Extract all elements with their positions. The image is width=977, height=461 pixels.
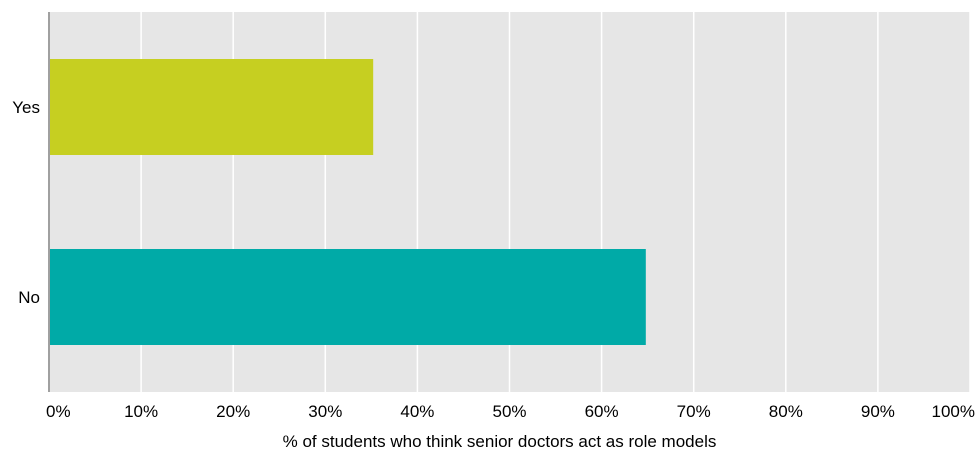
category-label-yes: Yes: [12, 98, 40, 117]
x-tick-label: 40%: [400, 402, 434, 421]
x-tick-label: 90%: [861, 402, 895, 421]
x-tick-label: 80%: [769, 402, 803, 421]
bar-no: [49, 249, 646, 345]
bar-yes: [49, 59, 374, 155]
x-tick-label: 30%: [308, 402, 342, 421]
x-tick-label: 10%: [124, 402, 158, 421]
bars: [49, 59, 646, 345]
x-tick-label: 70%: [677, 402, 711, 421]
x-axis-label: % of students who think senior doctors a…: [283, 432, 717, 451]
category-label-no: No: [18, 288, 40, 307]
x-tick-label: 20%: [216, 402, 250, 421]
x-tick-labels: 0% 10% 20% 30% 40% 50% 60% 70% 80% 90% 100%: [46, 402, 975, 421]
x-tick-label: 60%: [585, 402, 619, 421]
x-tick-label: 100%: [932, 402, 975, 421]
x-tick-label: 0%: [46, 402, 71, 421]
x-tick-label: 50%: [492, 402, 526, 421]
category-labels: Yes No: [12, 98, 40, 307]
